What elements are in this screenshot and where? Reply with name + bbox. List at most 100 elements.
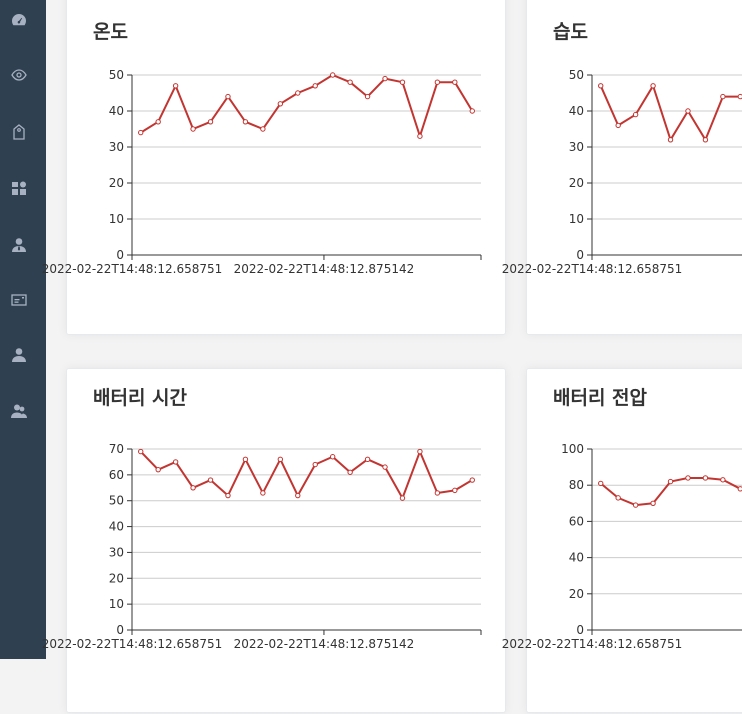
data-point[interactable] (207, 119, 214, 125)
data-point[interactable] (277, 456, 284, 463)
data-point[interactable] (720, 93, 726, 100)
y-tick-label: 0 (116, 248, 124, 262)
grid-icon[interactable] (11, 180, 27, 196)
data-point[interactable] (277, 101, 284, 107)
data-point[interactable] (452, 487, 458, 494)
data-point[interactable] (347, 79, 353, 85)
battery-voltage-chart: 0 20 40 60 80 100 2022-02-22T14:48:12.658751 (502, 442, 742, 651)
y-tick-label: 10 (109, 212, 124, 226)
data-point[interactable] (632, 502, 639, 508)
y-tick-label: 60 (569, 514, 584, 528)
data-point[interactable] (329, 72, 336, 78)
y-tick-label: 50 (109, 494, 124, 508)
card-title: 배터리 전압 (553, 387, 648, 409)
y-tick-label: 0 (576, 248, 584, 262)
data-point[interactable] (434, 490, 441, 496)
data-point[interactable] (417, 448, 423, 455)
data-point[interactable] (225, 93, 231, 100)
dashboard-gauge-icon[interactable] (11, 12, 27, 28)
series-line (599, 84, 741, 141)
data-point[interactable] (632, 111, 639, 118)
users-icon[interactable] (11, 403, 27, 419)
data-point[interactable] (434, 79, 441, 85)
temperature-card: 온도 0 10 20 30 40 50 2022-02-22T14:48:12.658751… (42, 0, 506, 335)
data-point[interactable] (417, 133, 423, 139)
data-point[interactable] (172, 459, 179, 465)
y-tick-label: 10 (569, 212, 584, 226)
data-point[interactable] (225, 492, 231, 499)
data-point[interactable] (399, 79, 406, 85)
data-point[interactable] (702, 475, 709, 481)
data-point[interactable] (685, 475, 691, 481)
data-point[interactable] (737, 486, 742, 492)
data-point[interactable] (155, 466, 161, 473)
data-point[interactable] (242, 119, 249, 125)
user-icon[interactable] (11, 347, 27, 363)
data-point[interactable] (382, 464, 388, 470)
data-point[interactable] (598, 480, 604, 487)
data-point[interactable] (720, 477, 726, 483)
y-tick-label: 20 (569, 176, 584, 190)
y-tick-label: 40 (109, 520, 124, 534)
y-tick-label: 50 (109, 68, 124, 82)
data-point[interactable] (190, 126, 196, 132)
data-point[interactable] (452, 79, 458, 85)
data-point[interactable] (295, 90, 301, 96)
x-tick-label: 2022-02-22T14:48:12.658751 (502, 262, 683, 276)
data-point[interactable] (347, 469, 353, 475)
y-tick-label: 80 (569, 478, 584, 492)
eye-icon[interactable] (11, 67, 27, 83)
data-point[interactable] (260, 126, 266, 132)
data-point[interactable] (138, 448, 144, 455)
x-tick-label: 2022-02-22T14:48:12.658751 (42, 262, 223, 276)
data-point[interactable] (190, 485, 196, 491)
data-point[interactable] (469, 108, 475, 114)
data-point[interactable] (667, 137, 674, 143)
data-point[interactable] (650, 83, 656, 89)
card-title: 습도 (553, 21, 588, 43)
data-point[interactable] (685, 108, 691, 114)
id-card-icon[interactable] (11, 292, 27, 308)
data-point[interactable] (615, 495, 621, 501)
data-point[interactable] (650, 500, 656, 507)
x-tick-label: 2022-02-22T14:48:12.875142 (234, 262, 415, 276)
user-tie-icon[interactable] (11, 237, 27, 253)
data-point[interactable] (598, 83, 604, 89)
data-point[interactable] (702, 137, 709, 143)
series-line (140, 74, 474, 138)
data-point[interactable] (469, 477, 475, 483)
data-point[interactable] (399, 495, 406, 501)
y-tick-label: 0 (116, 623, 124, 637)
battery-time-chart: 0 10 20 30 40 50 60 70 2022-02-22T14:48:12.65875… (42, 442, 482, 651)
battery-time-card: 배터리 시간 0 10 20 30 40 50 60 70 2022-02-22T14:48:1… (42, 368, 506, 713)
sidebar (0, 0, 46, 659)
y-tick-label: 30 (109, 545, 124, 559)
data-point[interactable] (737, 93, 742, 100)
data-point[interactable] (155, 119, 161, 125)
y-tick-label: 10 (109, 597, 124, 611)
y-tick-label: 40 (569, 104, 584, 118)
data-point[interactable] (364, 93, 371, 100)
data-point[interactable] (667, 478, 674, 485)
data-point[interactable] (172, 83, 179, 89)
y-tick-label: 70 (109, 442, 124, 456)
data-point[interactable] (312, 83, 318, 89)
y-tick-label: 40 (569, 551, 584, 565)
data-point[interactable] (312, 461, 318, 468)
data-point[interactable] (615, 122, 621, 129)
y-tick-label: 30 (109, 140, 124, 154)
x-tick-label: 2022-02-22T14:48:12.658751 (502, 637, 683, 651)
data-point[interactable] (207, 477, 214, 483)
data-point[interactable] (329, 454, 336, 460)
data-point[interactable] (242, 456, 249, 463)
data-point[interactable] (138, 129, 144, 136)
y-tick-label: 20 (109, 176, 124, 190)
y-tick-label: 30 (569, 140, 584, 154)
humidity-chart: 0 10 20 30 40 50 2022-02-22T14:48:12.658751 (502, 68, 742, 276)
data-point[interactable] (364, 456, 371, 463)
tag-icon[interactable] (11, 124, 27, 140)
x-tick-label: 2022-02-22T14:48:12.658751 (42, 637, 223, 651)
data-point[interactable] (295, 492, 301, 499)
data-point[interactable] (382, 75, 388, 82)
data-point[interactable] (260, 490, 266, 496)
